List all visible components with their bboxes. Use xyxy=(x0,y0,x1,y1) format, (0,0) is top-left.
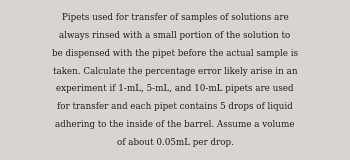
Text: taken. Calculate the percentage error likely arise in an: taken. Calculate the percentage error li… xyxy=(53,67,297,76)
Text: experiment if 1-mL, 5-mL, and 10-mL pipets are used: experiment if 1-mL, 5-mL, and 10-mL pipe… xyxy=(56,84,294,93)
Text: of about 0.05mL per drop.: of about 0.05mL per drop. xyxy=(117,138,233,147)
Text: for transfer and each pipet contains 5 drops of liquid: for transfer and each pipet contains 5 d… xyxy=(57,102,293,111)
Text: Pipets used for transfer of samples of solutions are: Pipets used for transfer of samples of s… xyxy=(62,13,288,22)
Text: be dispensed with the pipet before the actual sample is: be dispensed with the pipet before the a… xyxy=(52,49,298,58)
Text: adhering to the inside of the barrel. Assume a volume: adhering to the inside of the barrel. As… xyxy=(55,120,295,129)
Text: always rinsed with a small portion of the solution to: always rinsed with a small portion of th… xyxy=(60,31,290,40)
